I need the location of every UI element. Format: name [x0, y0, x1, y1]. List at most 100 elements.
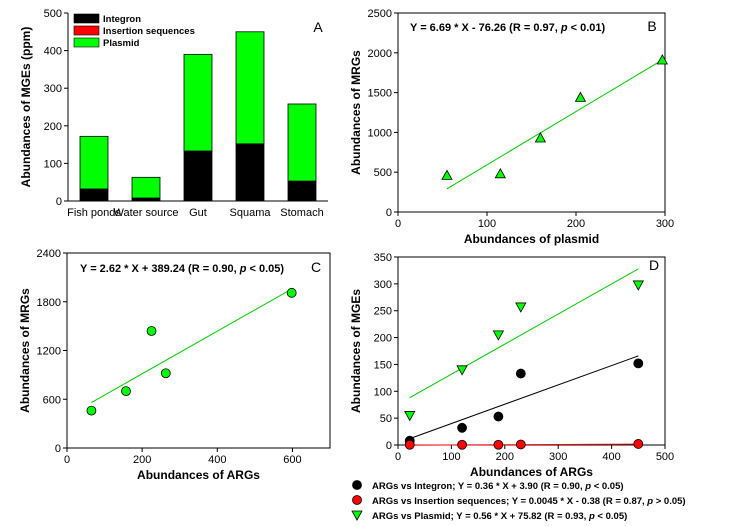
regression-equation: Y = 6.69 * X - 76.26 (R = 0.97, p < 0.01…: [410, 22, 606, 34]
x-tick-label: 300: [549, 451, 567, 463]
data-point: [515, 368, 526, 379]
data-point: [494, 167, 507, 179]
y-tick-label: 1800: [37, 297, 61, 309]
data-point: [441, 169, 453, 180]
bar-integron: [235, 143, 265, 202]
legend-swatch: [73, 37, 100, 48]
legend-swatch: [73, 25, 100, 36]
panel-label: D: [649, 257, 659, 273]
bar-plasmid: [79, 135, 109, 190]
x-tick-label: 300: [656, 218, 674, 230]
y-tick-label: 600: [43, 394, 61, 406]
y-tick-label: 500: [44, 8, 62, 20]
regression-equation: ARGs vs Insertion sequences; Y = 0.0045 …: [372, 496, 686, 507]
data-point: [633, 439, 644, 449]
data-point: [404, 411, 416, 422]
y-tick-label: 1200: [37, 346, 61, 358]
data-point: [286, 287, 297, 298]
bar-plasmid: [183, 53, 213, 152]
data-point: [515, 302, 527, 313]
y-tick-label: 150: [374, 359, 392, 371]
regression-equation: ARGs vs Integron; Y = 0.36 * X + 3.90 (R…: [372, 481, 624, 492]
panel-label: C: [311, 259, 321, 275]
y-tick-label: 1500: [368, 88, 392, 100]
legend-swatch: [73, 13, 100, 24]
y-axis-label: Abundances of MGEs (ppm): [19, 27, 33, 188]
data-point: [633, 358, 644, 369]
x-tick-label: 0: [395, 218, 401, 230]
x-tick-label: 500: [656, 451, 674, 463]
x-tick-label: 100: [442, 451, 460, 463]
y-tick-label: 200: [374, 333, 392, 345]
regression-line: [91, 288, 292, 403]
data-point: [574, 91, 587, 102]
y-tick-label: 400: [44, 46, 62, 58]
data-point: [456, 365, 468, 376]
category-label: Stomach: [280, 207, 323, 219]
regression-line: [409, 268, 639, 399]
panel-label: B: [647, 18, 656, 34]
x-tick-label: 0: [64, 454, 70, 466]
y-axis-label: Abundances of MRGs: [349, 50, 363, 175]
y-tick-label: 100: [44, 158, 62, 170]
y-tick-label: 2000: [368, 48, 392, 60]
category-label: Squama: [230, 207, 272, 219]
x-axis-label: Abundances of plasmid: [464, 232, 599, 246]
regression-line: [446, 59, 663, 190]
data-point: [160, 368, 171, 379]
bar-plasmid: [287, 103, 317, 182]
y-tick-label: 500: [374, 167, 392, 179]
bar-integron: [287, 180, 317, 202]
data-point: [632, 280, 644, 291]
legend-label: Plasmid: [103, 38, 140, 49]
x-tick-label: 200: [496, 451, 514, 463]
y-tick-label: 0: [56, 196, 62, 208]
category-label: Gut: [189, 207, 207, 219]
x-tick-label: 400: [602, 451, 620, 463]
y-tick-label: 2500: [368, 8, 392, 20]
bar-plasmid: [235, 31, 265, 145]
x-tick-label: 600: [283, 454, 301, 466]
data-point: [492, 330, 505, 341]
legend-marker: [352, 495, 362, 505]
y-tick-label: 2400: [37, 248, 61, 260]
y-tick-label: 100: [374, 386, 392, 398]
panel-b: 0 500 1000 1500 2000 2500 0 100 200 300 Abundances…: [349, 8, 674, 246]
data-point: [146, 326, 157, 336]
x-tick-label: 0: [395, 451, 401, 463]
plot-frame: [397, 256, 666, 446]
x-tick-label: 100: [478, 218, 496, 230]
y-tick-label: 0: [386, 207, 392, 219]
regression-line: [409, 355, 639, 440]
data-point: [121, 386, 131, 397]
x-tick-label: 400: [208, 454, 226, 466]
data-point: [404, 439, 415, 450]
x-tick-label: 200: [567, 218, 585, 230]
category-label: Water source: [113, 207, 178, 219]
regression-equation: ARGs vs Plasmid; Y = 0.56 * X + 75.82 (R…: [372, 511, 627, 522]
y-axis-label: Abundances of MRGs: [18, 288, 32, 413]
data-point: [86, 405, 97, 416]
panel-d: 0 50 100 150 200 250 300 350 0 100 200 300 400 500 Abu…: [349, 252, 686, 522]
x-axis-label: Abundances of ARGs: [470, 465, 593, 479]
y-axis-label: Abundances of MGEs: [349, 289, 363, 413]
bar-integron: [183, 150, 213, 202]
panel-c: 0 600 1200 1800 2400 0 200 400 600 Abundances of …: [18, 248, 331, 482]
y-tick-label: 50: [380, 413, 392, 425]
data-point: [515, 439, 526, 450]
bar-plasmid: [131, 176, 161, 199]
legend-marker: [351, 510, 363, 521]
regression-equation: Y = 2.62 * X + 389.24 (R = 0.90, p < 0.0…: [80, 263, 284, 275]
y-tick-label: 250: [374, 306, 392, 318]
y-tick-label: 300: [44, 83, 62, 95]
data-point: [534, 132, 547, 143]
data-point: [493, 439, 504, 450]
x-axis-label: Abundances of ARGs: [137, 468, 260, 482]
bar-integron: [79, 188, 109, 202]
data-point: [656, 54, 669, 65]
plot-frame: [66, 252, 331, 449]
y-tick-label: 0: [55, 443, 61, 455]
y-tick-label: 300: [374, 279, 392, 291]
